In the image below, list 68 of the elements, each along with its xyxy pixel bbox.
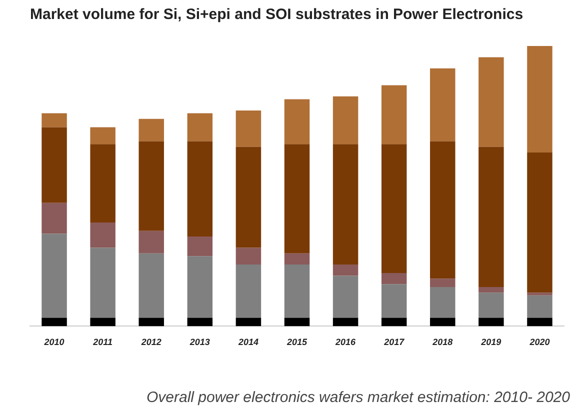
bar — [187, 236, 213, 256]
bar — [430, 278, 456, 287]
bar — [138, 318, 164, 326]
bar — [527, 295, 552, 318]
bar — [42, 202, 67, 234]
bar — [42, 113, 67, 128]
bar — [284, 99, 310, 144]
bar — [527, 152, 552, 293]
bar — [332, 276, 358, 318]
bar — [381, 144, 407, 273]
bar — [90, 318, 116, 326]
bar — [430, 141, 456, 279]
x-tick-label: 2012 — [140, 337, 162, 348]
bar — [187, 318, 213, 326]
bar — [478, 146, 504, 287]
bar — [527, 318, 552, 326]
bar — [284, 144, 310, 254]
bar — [284, 253, 310, 265]
bar — [236, 264, 262, 318]
x-tick-label: 2018 — [432, 337, 453, 348]
chart-title: Market volume for Si, Si+epi and SOI substrates in Power Electronics — [30, 6, 524, 24]
bar — [138, 118, 164, 142]
bar — [478, 57, 504, 147]
bar — [42, 318, 67, 326]
bar — [236, 318, 262, 326]
bar — [478, 292, 504, 318]
bar — [381, 272, 407, 284]
bar — [42, 234, 67, 318]
x-tick-label: 2017 — [383, 337, 406, 348]
x-tick-label: 2013 — [188, 337, 210, 348]
bar — [332, 144, 358, 265]
bar — [332, 96, 358, 144]
x-tick-label: 2019 — [480, 337, 502, 348]
bar — [381, 284, 407, 318]
bar — [430, 286, 456, 318]
x-tick-label: 2014 — [237, 337, 258, 348]
bar — [138, 141, 164, 231]
x-tick-label: 2011 — [92, 337, 112, 348]
bar — [527, 46, 552, 152]
bar — [332, 318, 358, 326]
bar — [478, 318, 504, 326]
bar — [90, 127, 116, 144]
bar — [90, 248, 116, 318]
bar — [527, 292, 552, 296]
bar — [430, 318, 456, 326]
bar — [430, 68, 456, 142]
x-tick-label: 2015 — [286, 337, 308, 348]
bar — [138, 230, 164, 254]
bar — [381, 85, 407, 144]
x-tick-label: 2010 — [43, 337, 64, 348]
bar — [90, 144, 116, 223]
bar — [236, 110, 262, 147]
bar — [187, 141, 213, 237]
bar — [187, 256, 213, 318]
bar — [284, 318, 310, 326]
bar — [187, 113, 213, 142]
bar — [90, 222, 116, 248]
x-tick-label: 2016 — [334, 337, 357, 348]
bar — [284, 264, 310, 318]
bar — [42, 127, 67, 203]
bar — [332, 264, 358, 276]
x-tick-label: 2020 — [528, 337, 550, 348]
bar — [236, 248, 262, 265]
bar — [478, 286, 504, 293]
bar — [236, 146, 262, 248]
bar — [138, 253, 164, 318]
text: Overall power electronics wafers market estimation: 2010- 2020 — [146, 389, 571, 406]
bar — [381, 318, 407, 326]
